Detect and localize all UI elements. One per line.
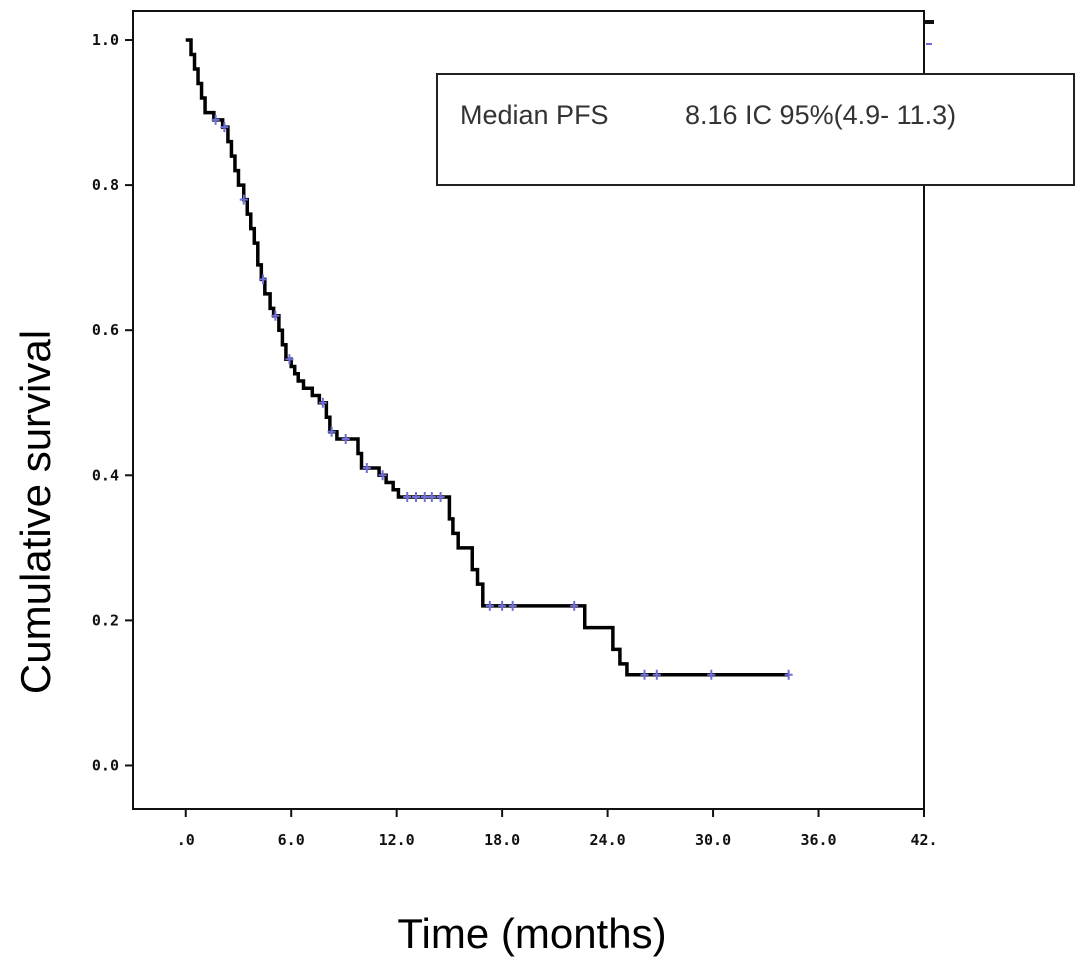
censor-mark <box>436 492 445 503</box>
censor-mark <box>784 669 793 680</box>
censor-mark <box>508 600 517 611</box>
y-axis: 0.0 0.2 0.4 0.6 0.8 1.0 <box>92 31 133 774</box>
x-tick-label: 12.0 <box>379 831 415 849</box>
median-pfs-legend: Median PFS 8.16 IC 95%(4.9- 11.3) <box>436 73 1075 186</box>
censor-mark <box>362 463 371 474</box>
censor-mark <box>427 492 436 503</box>
censor-mark <box>211 114 220 125</box>
legend-label: Median PFS <box>460 100 609 130</box>
y-tick-label: 0.6 <box>92 321 119 339</box>
censor-mark <box>220 122 229 133</box>
x-tick-label: 30.0 <box>695 831 731 849</box>
survival-curve <box>185 38 789 677</box>
x-tick-label: 24.0 <box>590 831 626 849</box>
censor-mark <box>239 194 248 205</box>
x-tick-label: .0 <box>177 831 195 849</box>
y-axis-title: Cumulative survival <box>12 330 59 694</box>
x-axis-title: Time (months) <box>397 910 666 957</box>
censor-mark <box>271 310 280 321</box>
censor-mark <box>570 600 579 611</box>
series-layer <box>185 38 793 680</box>
censor-mark <box>327 426 336 437</box>
y-tick-label: 0.0 <box>92 756 119 774</box>
censor-mark <box>498 600 507 611</box>
legend-value: 8.16 IC 95%(4.9- 11.3) <box>685 100 956 130</box>
censor-mark <box>652 669 661 680</box>
y-tick-label: 0.4 <box>92 466 119 484</box>
censor-mark <box>378 470 387 481</box>
censor-mark <box>341 434 350 445</box>
censor-mark <box>640 669 649 680</box>
legend-box <box>436 73 1075 186</box>
x-axis: .0 6.0 12.0 18.0 24.0 30.0 36.0 42. <box>177 809 938 849</box>
x-tick-label: 18.0 <box>484 831 520 849</box>
censor-mark <box>485 600 494 611</box>
censor-mark <box>318 397 327 408</box>
censor-mark <box>285 354 294 365</box>
x-tick-label: 36.0 <box>800 831 836 849</box>
censor-mark <box>420 492 429 503</box>
x-tick-label: 42. <box>910 831 937 849</box>
censor-mark <box>412 492 421 503</box>
censor-mark <box>707 669 716 680</box>
x-tick-label: 6.0 <box>278 831 305 849</box>
censor-mark <box>403 492 412 503</box>
y-tick-label: 1.0 <box>92 31 119 49</box>
y-tick-label: 0.8 <box>92 176 119 194</box>
y-tick-label: 0.2 <box>92 611 119 629</box>
censor-mark <box>259 274 268 285</box>
